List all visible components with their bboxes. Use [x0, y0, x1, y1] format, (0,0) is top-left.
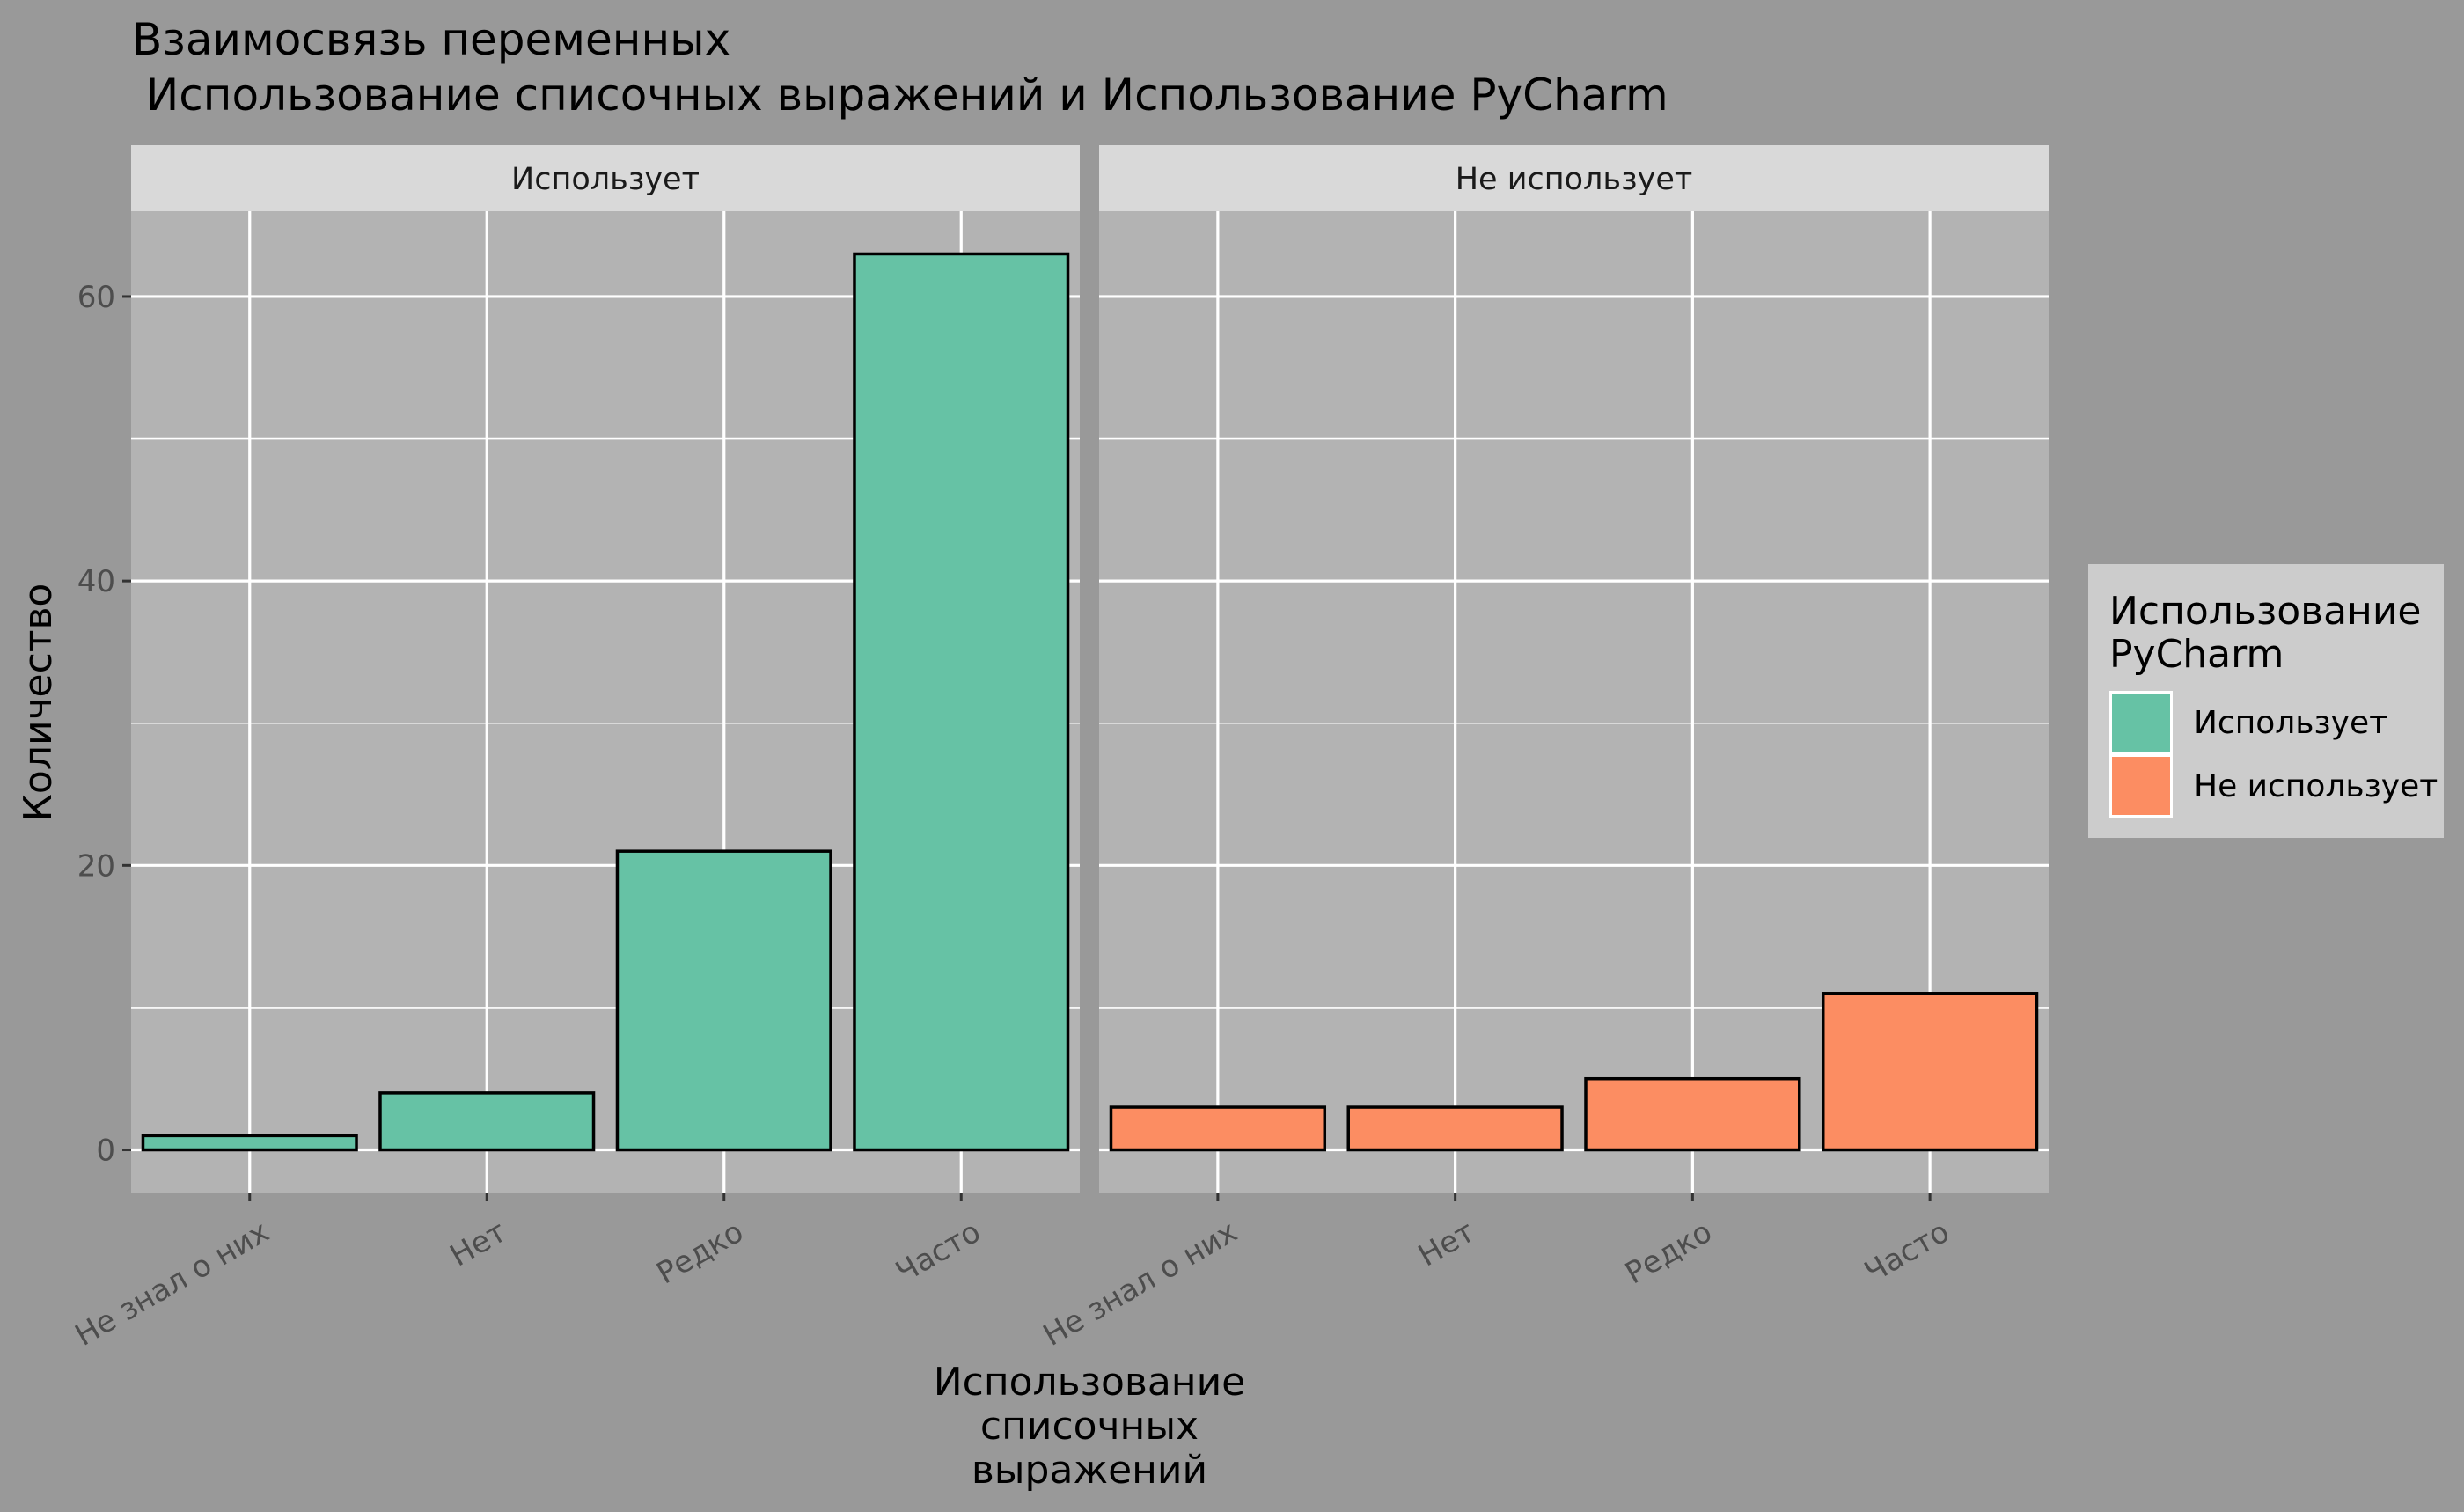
y-tick-label: 20: [77, 848, 115, 884]
legend: Использование PyCharm Использует Не испол…: [2088, 564, 2444, 838]
y-axis-title: Количество: [16, 584, 61, 822]
x-tick-label: Часто: [1859, 1215, 1955, 1290]
bar-2-4: [1821, 992, 2039, 1152]
chart-title-line-1: Взаимосвязь переменных: [132, 14, 730, 65]
bar-2-2: [1346, 1105, 1564, 1152]
bar-1-1: [141, 1134, 358, 1152]
bar-2-1: [1109, 1105, 1327, 1152]
facet-strip: [131, 145, 1080, 211]
legend-title-line-2: PyCharm: [2109, 632, 2284, 677]
y-tick-label: 0: [96, 1134, 115, 1169]
x-tick-label: Нет: [444, 1215, 512, 1274]
legend-title-line-1: Использование: [2109, 589, 2422, 634]
x-tick-label: Нет: [1412, 1215, 1480, 1274]
x-tick-label: Часто: [891, 1215, 987, 1290]
facet-strip-label: Не использует: [1456, 162, 1693, 197]
bar-2-3: [1584, 1076, 1801, 1152]
x-axis-title-line-2: списочных: [980, 1404, 1199, 1449]
legend-swatch: [2112, 694, 2170, 752]
bar-1-2: [378, 1091, 596, 1152]
x-tick-label: Не знал о них: [70, 1215, 275, 1354]
legend-swatch: [2112, 757, 2170, 815]
chart-title: Взаимосвязь переменных Использование спи…: [132, 14, 1668, 121]
y-axis: 0 20 40 60: [77, 280, 131, 1169]
x-axis-title: Использование списочных выражений: [934, 1360, 1246, 1493]
facet-strip-label: Использует: [511, 162, 700, 197]
y-tick-label: 40: [77, 564, 115, 599]
chart-title-line-2: Использование списочных выражений и Испо…: [132, 70, 1668, 121]
legend-item-label: Использует: [2194, 705, 2387, 741]
bar-1-4: [853, 252, 1070, 1152]
facet-strip: [1099, 145, 2049, 211]
x-axis-title-line-3: выражений: [972, 1448, 1207, 1493]
legend-item-label: Не использует: [2194, 768, 2438, 804]
x-tick-label: Редко: [1619, 1215, 1718, 1292]
x-tick-label: Редко: [651, 1215, 750, 1292]
bar-1-3: [615, 849, 832, 1152]
panel-2: Не использует Не знал о них Нет Редко Часто: [1038, 145, 2049, 1354]
x-tick-label: Не знал о них: [1038, 1215, 1243, 1354]
x-axis-title-line-1: Использование: [934, 1360, 1246, 1405]
panel-1: Использует Не знал о них Нет Редко Часто: [70, 145, 1080, 1354]
y-tick-label: 60: [77, 280, 115, 315]
